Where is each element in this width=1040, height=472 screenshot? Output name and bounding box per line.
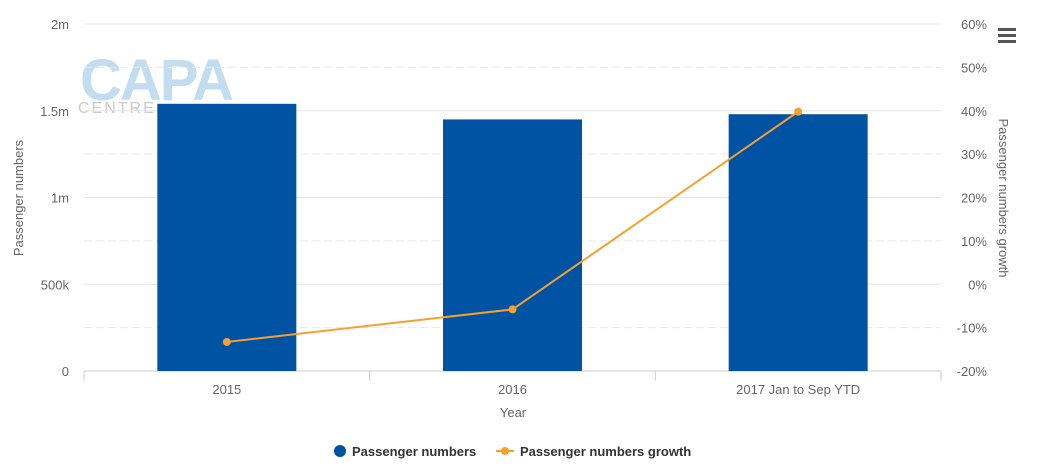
growth-point[interactable] (508, 305, 517, 314)
y-tick-label-left: 500k (41, 277, 70, 292)
y-tick-label-right: 0% (968, 277, 987, 292)
y-tick-label-left: 1.5m (40, 104, 69, 119)
legend[interactable]: Passenger numbers Passenger numbers growt… (334, 444, 691, 459)
y-tick-label-right: 50% (961, 60, 987, 75)
y-tick-label-right: 30% (961, 147, 987, 162)
y-axis-left: 0 500k 1m 1.5m 2m (40, 17, 69, 379)
y-tick-label-left: 0 (62, 364, 69, 379)
y-tick-label-right: -20% (957, 364, 988, 379)
x-tick-label: 2016 (498, 382, 527, 397)
y-tick-label-right: 10% (961, 234, 987, 249)
growth-point[interactable] (222, 337, 231, 346)
logo-sub-text: CENTRE (78, 100, 156, 117)
bar[interactable] (443, 119, 582, 371)
y-tick-label-left: 1m (51, 191, 69, 206)
legend-label-passenger-numbers[interactable]: Passenger numbers (352, 444, 476, 459)
legend-label-growth[interactable]: Passenger numbers growth (520, 444, 691, 459)
logo-main-text: CAPA (80, 48, 233, 113)
x-axis-title: Year (500, 405, 527, 420)
hamburger-menu-icon[interactable] (998, 28, 1016, 43)
legend-marker-passenger-numbers (334, 445, 346, 457)
line-series[interactable] (222, 107, 803, 346)
y-axis-left-title: Passenger numbers (11, 139, 26, 256)
bar[interactable] (728, 114, 868, 371)
capa-centre-logo: CAPA CENTRE (78, 48, 235, 117)
legend-marker-growth (501, 447, 509, 455)
x-axis: 2015 2016 2017 Jan to Sep YTD (83, 371, 942, 397)
y-tick-label-right: 60% (961, 17, 987, 32)
y-tick-label-left: 2m (51, 17, 69, 32)
bar-series[interactable] (157, 103, 868, 371)
x-tick-label: 2015 (212, 382, 241, 397)
growth-point[interactable] (794, 107, 803, 116)
y-tick-label-right: -10% (957, 321, 988, 336)
bar[interactable] (157, 103, 297, 371)
x-tick-label: 2017 Jan to Sep YTD (736, 382, 860, 397)
y-tick-label-right: 20% (961, 191, 987, 206)
y-axis-right-title: Passenger numbers growth (996, 119, 1011, 278)
y-axis-right: -20% -10% 0% 10% 20% 30% 40% 50% 60% (957, 17, 988, 379)
y-tick-label-right: 40% (961, 104, 987, 119)
